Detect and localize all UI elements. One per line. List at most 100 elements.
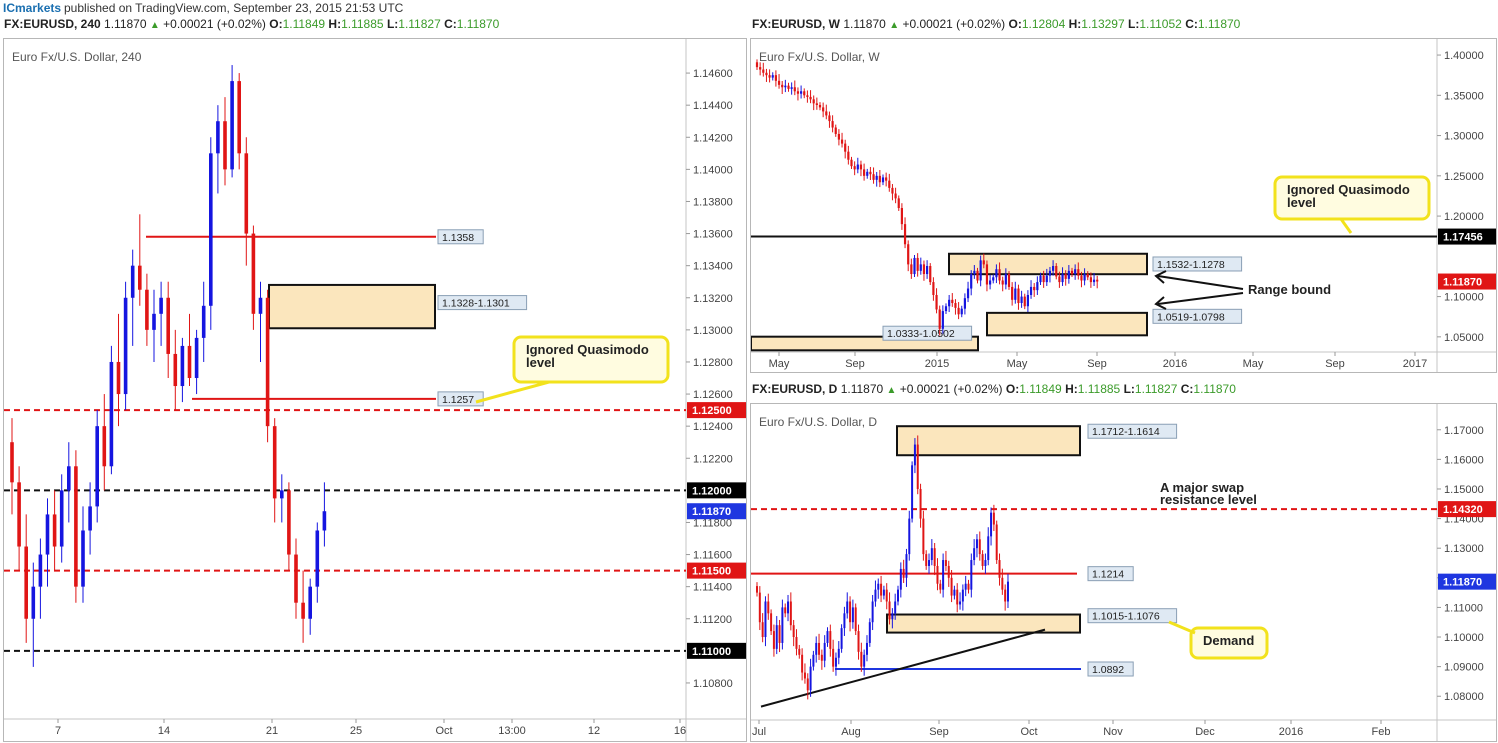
swap-level-text: resistance level <box>1160 492 1257 507</box>
y-tick-label: 1.11000 <box>1444 602 1483 614</box>
candle-daily-body <box>990 512 993 537</box>
candle-weekly-body <box>762 69 765 73</box>
candle-weekly-body <box>1036 282 1039 291</box>
candle-weekly-body <box>998 269 1001 281</box>
publisher-bar: ICmarkets published on TradingView.com, … <box>0 0 1498 16</box>
x-tick-label: 21 <box>266 725 278 737</box>
candle-weekly-body <box>960 308 963 315</box>
demand-callout-box <box>1189 626 1269 660</box>
x-tick-label: Nov <box>1103 726 1123 738</box>
candle-daily-body <box>829 631 832 649</box>
y-tick-label: 1.16000 <box>1444 454 1484 466</box>
chart-pane-daily[interactable]: Euro Fx/U.S. Dollar, D 1.17000 1.16000 1.15… <box>750 403 1497 742</box>
candle-weekly-body <box>875 175 878 180</box>
callout-pointer <box>475 380 550 404</box>
y-tick-label: 1.13400 <box>693 261 733 273</box>
chart-header-240: FX:EURUSD, 240 1.11870 ▲ +0.00021 (+0.02… <box>4 17 500 31</box>
candle-weekly-body <box>850 159 853 167</box>
candle-240-body <box>166 297 170 354</box>
candle-daily-body <box>902 568 905 578</box>
candle-daily-body <box>1004 589 1007 602</box>
candle-weekly-body <box>910 264 913 275</box>
candle-daily-body <box>787 601 790 614</box>
candle-weekly-body <box>985 264 989 285</box>
candle-weekly-body <box>938 309 941 329</box>
y-tick-label: 1.14000 <box>693 164 733 176</box>
candle-240-body <box>272 426 277 499</box>
chart-pane-weekly[interactable]: Euro Fx/U.S. Dollar, W 1.40000 1.35000 1.30… <box>750 38 1497 373</box>
candle-daily-body <box>857 631 860 652</box>
daily-last-price-tag-bg <box>1438 573 1496 590</box>
candle-daily-body <box>820 654 823 661</box>
candle-daily-body <box>925 554 928 566</box>
publisher-brand[interactable]: ICmarkets <box>3 1 62 15</box>
header-open: 1.11849 <box>282 17 326 31</box>
candle-daily-body <box>806 678 809 691</box>
daily-demand-label-box <box>1087 608 1178 624</box>
candle-weekly-body <box>973 270 976 275</box>
candle-weekly-body <box>781 84 784 88</box>
candle-weekly-body <box>957 307 960 315</box>
header-high: 1.11885 <box>341 17 384 31</box>
candle-daily-body <box>851 607 854 623</box>
supply-zone-label-box <box>437 295 528 311</box>
y-tick-label: 1.13000 <box>1444 543 1484 555</box>
candle-weekly-body <box>1017 288 1020 304</box>
chart-pane-240[interactable]: Euro Fx/U.S. Dollar, 240 1.14600 1.14400 1.… <box>3 38 747 742</box>
header-low: 1.11827 <box>1134 382 1178 396</box>
candle-weekly-body <box>815 103 818 105</box>
callout-ignored-qm-box <box>512 335 670 384</box>
chart-daily-svg[interactable]: Euro Fx/U.S. Dollar, D 1.17000 1.16000 1.15… <box>751 404 1496 741</box>
candle-daily-body <box>784 607 787 614</box>
candle-weekly-body <box>765 72 768 76</box>
candle-daily-body <box>770 613 773 632</box>
candle-daily-body <box>778 625 781 643</box>
weekly-callout-pointer <box>1339 218 1353 234</box>
candle-daily-body <box>897 589 899 602</box>
candle-weekly-body <box>859 164 863 170</box>
candle-daily-body <box>758 592 761 623</box>
candle-weekly-body <box>1052 265 1055 271</box>
candle-weekly-body <box>1042 275 1045 283</box>
candle-daily-body <box>922 518 925 555</box>
daily-swap-tag: 1.14320 <box>1443 504 1483 516</box>
candle-weekly-body <box>822 107 825 112</box>
weekly-zone-upper <box>948 252 1148 276</box>
candle-daily-body <box>947 565 950 578</box>
candle-weekly-body <box>837 133 840 140</box>
candle-weekly-body <box>806 95 809 97</box>
candle-daily-body <box>877 583 880 590</box>
y-tick-label: 1.11400 <box>693 582 732 594</box>
y-tick-label: 1.30000 <box>1444 131 1484 143</box>
y-tick-label: 1.09000 <box>1444 662 1484 674</box>
chart-240-svg[interactable]: Euro Fx/U.S. Dollar, 240 1.14600 1.14400 1.… <box>4 39 746 741</box>
candle-240-body <box>180 345 185 387</box>
candle-weekly-body <box>1096 279 1099 282</box>
candle-240-body <box>301 602 305 619</box>
candle-weekly-body <box>941 311 944 329</box>
candle-weekly-body <box>903 224 907 245</box>
candle-weekly-body <box>1058 276 1061 283</box>
y-tick-label: 1.20000 <box>1444 211 1484 223</box>
candle-240-body <box>95 426 99 507</box>
candle-daily-body <box>928 560 931 566</box>
daily-demand-zone <box>886 613 1081 634</box>
candle-weekly-body <box>913 257 916 275</box>
candle-weekly-body <box>1048 270 1052 276</box>
x-tick-label: Sep <box>845 358 865 370</box>
y-tick-label: 1.17000 <box>1444 425 1484 437</box>
candle-240-body <box>230 81 234 170</box>
candle-weekly-body <box>1045 275 1048 283</box>
candle-daily-body <box>849 601 852 623</box>
level-price-tag: 1.11500 <box>692 566 731 578</box>
candle-weekly-body <box>866 171 869 176</box>
daily-level-1214-label-box <box>1087 566 1134 582</box>
candle-weekly-body <box>951 299 954 304</box>
candle-daily-body <box>826 631 829 643</box>
candle-weekly-body <box>844 143 847 152</box>
candle-weekly-body <box>800 91 803 94</box>
chart-weekly-svg[interactable]: Euro Fx/U.S. Dollar, W 1.40000 1.35000 1.30… <box>751 39 1496 372</box>
weekly-zone-bottom-label: 1.0333-1.0502 <box>887 328 955 340</box>
demand-callout-pointer <box>1168 620 1196 635</box>
x-tick-label: 13:00 <box>498 725 526 737</box>
